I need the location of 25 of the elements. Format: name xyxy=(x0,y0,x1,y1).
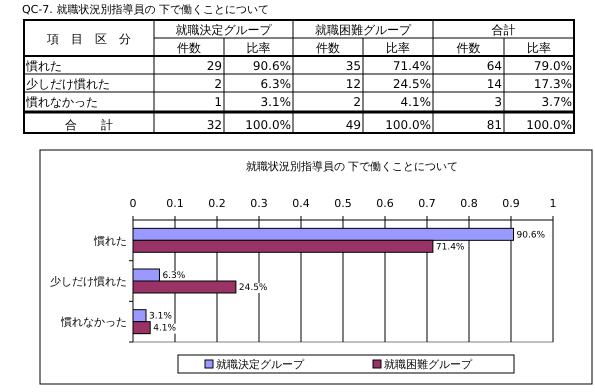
table: 項 目 区 分 就職決定グループ 就職困難グループ 合計 件数 比率 件数 比率 件数 比率 慣れた 29 90.6% 35 71.4% 64 79.0% 少しだけ慣れた 2 6.3% 12 24.5% 14 17.3% 慣れなかった 1 3.1% 2 4.1% 3 3.7% 合 計 32 100.0% 49 100.0% 81 100.0% xyxy=(23,19,575,134)
x-tick-label: 0.6 xyxy=(376,197,394,210)
data-label: 24.5% xyxy=(238,283,268,293)
data-label: 71.4% xyxy=(436,242,465,252)
x-tick-label: 0 xyxy=(130,197,136,210)
x-tick-label: 0.5 xyxy=(334,197,352,210)
x-tick-label: 0.7 xyxy=(418,197,436,210)
x-tick-label: 1 xyxy=(550,197,556,210)
x-tick-label: 0.1 xyxy=(166,197,184,210)
x-tick-label: 0.8 xyxy=(460,197,478,210)
x-tick-label: 0.4 xyxy=(292,197,310,210)
legend-label: 就職困難グループ xyxy=(384,358,473,371)
data-label: 90.6% xyxy=(516,230,546,240)
y-tick-label: 慣れなかった xyxy=(60,316,127,329)
y-tick-label: 少しだけ慣れた xyxy=(50,275,127,288)
text: QC-7. 就職状況別指導員の 下で働くことについて xyxy=(22,3,269,16)
legend-label: 就職決定グループ xyxy=(216,358,305,371)
x-tick-label: 0.2 xyxy=(208,197,226,210)
data-label: 6.3% xyxy=(162,271,186,281)
data-label: 3.1% xyxy=(149,312,172,322)
x-tick-label: 0.3 xyxy=(250,197,268,210)
data-label: 4.1% xyxy=(153,324,177,334)
x-tick-label: 0.9 xyxy=(502,197,520,210)
y-tick-label: 慣れた xyxy=(93,234,127,248)
chart-title: 就職状況別指導員の 下で働くことについて xyxy=(246,160,458,173)
